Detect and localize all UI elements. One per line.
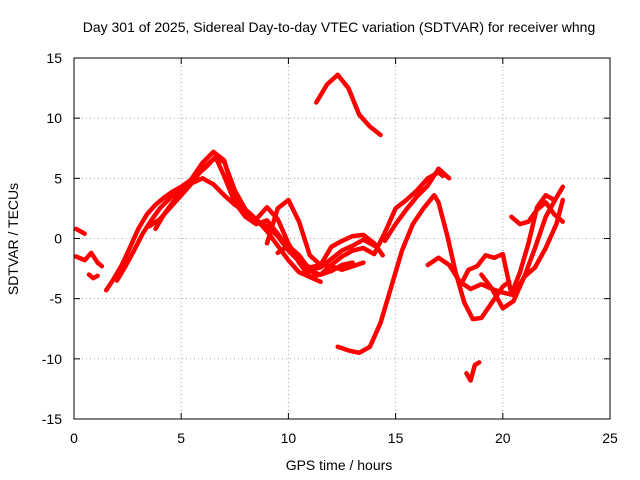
y-tick-label: -15: [42, 411, 62, 427]
series-line-16: [479, 197, 566, 298]
y-tick-label: 0: [54, 231, 62, 247]
x-tick-label: 10: [281, 430, 297, 446]
y-axis-title: SDTVAR / TECUs: [5, 183, 21, 295]
x-tick-label: 25: [602, 430, 618, 446]
series-line-3: [86, 272, 100, 281]
y-tick-label: -5: [50, 291, 63, 307]
series-line-14: [457, 192, 557, 297]
y-tick-label: 10: [46, 110, 62, 126]
chart-title: Day 301 of 2025, Sidereal Day-to-day VTE…: [83, 19, 596, 35]
x-axis-title: GPS time / hours: [286, 457, 393, 473]
x-tick-label: 20: [495, 430, 511, 446]
series-line-11: [335, 192, 512, 356]
x-tick-label: 5: [177, 430, 185, 446]
y-tick-label: 5: [54, 170, 62, 186]
series-line-4: [103, 154, 366, 293]
series-line-17: [509, 200, 566, 227]
axis-ticks: 0 5 10 15 20 25 -15 -10 -5 0 5 10 15: [42, 50, 618, 446]
series-line-12: [382, 166, 452, 244]
series-line-8: [264, 197, 385, 268]
series-line-9: [275, 237, 377, 273]
series-line-10: [314, 72, 383, 138]
series-line-13: [425, 184, 566, 311]
series-group: [73, 72, 566, 383]
series-line-2: [73, 226, 87, 236]
y-tick-label: 15: [46, 50, 62, 66]
series-line-6: [146, 156, 323, 285]
y-tick-label: -10: [42, 351, 62, 367]
series-line-1: [73, 250, 105, 269]
series-line-15: [464, 360, 482, 383]
x-tick-label: 0: [70, 430, 78, 446]
x-tick-label: 15: [388, 430, 404, 446]
